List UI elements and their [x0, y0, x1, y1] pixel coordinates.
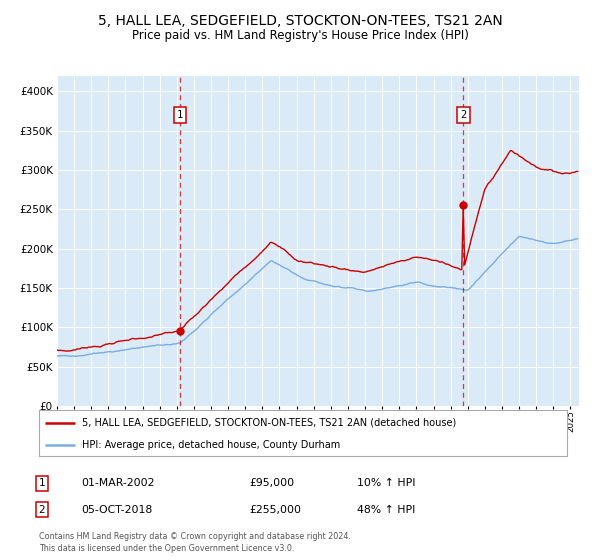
Text: £95,000: £95,000	[249, 478, 294, 488]
Text: 5, HALL LEA, SEDGEFIELD, STOCKTON-ON-TEES, TS21 2AN: 5, HALL LEA, SEDGEFIELD, STOCKTON-ON-TEE…	[98, 14, 502, 28]
Text: Price paid vs. HM Land Registry's House Price Index (HPI): Price paid vs. HM Land Registry's House …	[131, 29, 469, 42]
Text: 05-OCT-2018: 05-OCT-2018	[81, 505, 152, 515]
Text: 10% ↑ HPI: 10% ↑ HPI	[357, 478, 415, 488]
Text: 2: 2	[460, 110, 467, 120]
Text: 1: 1	[38, 478, 46, 488]
Text: HPI: Average price, detached house, County Durham: HPI: Average price, detached house, Coun…	[82, 440, 341, 450]
Text: 5, HALL LEA, SEDGEFIELD, STOCKTON-ON-TEES, TS21 2AN (detached house): 5, HALL LEA, SEDGEFIELD, STOCKTON-ON-TEE…	[82, 418, 457, 428]
Text: 1: 1	[176, 110, 183, 120]
Text: 2: 2	[38, 505, 46, 515]
Text: 01-MAR-2002: 01-MAR-2002	[81, 478, 155, 488]
Text: Contains HM Land Registry data © Crown copyright and database right 2024.
This d: Contains HM Land Registry data © Crown c…	[39, 533, 351, 553]
Text: 48% ↑ HPI: 48% ↑ HPI	[357, 505, 415, 515]
Text: £255,000: £255,000	[249, 505, 301, 515]
